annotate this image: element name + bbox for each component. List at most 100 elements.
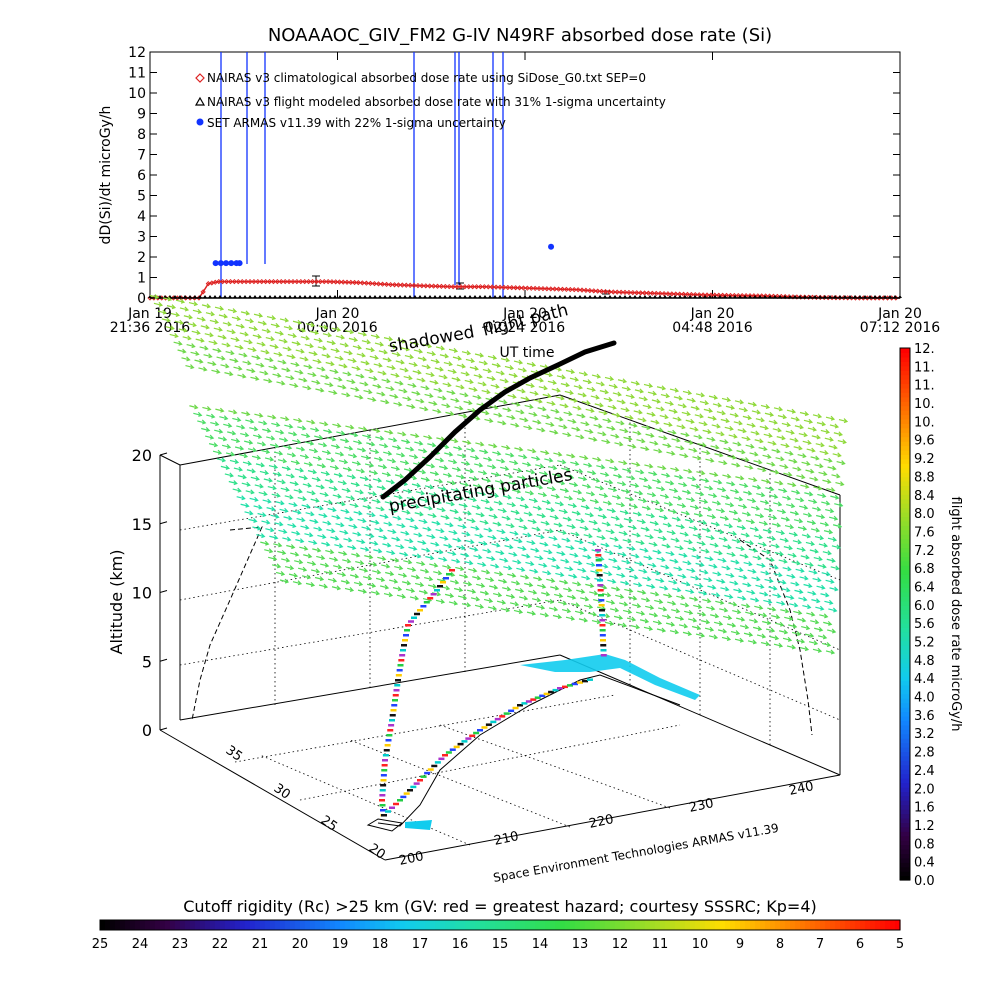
particle-arrow — [652, 620, 663, 626]
particle-arrow — [640, 526, 650, 532]
particle-arrow — [755, 417, 765, 423]
particle-arrow — [740, 532, 751, 538]
rigidity-band — [220, 920, 226, 930]
particle-arrow — [774, 551, 784, 557]
particle-arrow — [286, 544, 296, 550]
colorbar-band — [900, 512, 910, 518]
particle-arrow — [608, 383, 619, 389]
flight-path-segment — [599, 619, 606, 622]
particle-arrow — [805, 540, 816, 546]
nairas-flight-point — [513, 295, 517, 298]
particle-arrow — [508, 551, 518, 557]
particle-arrow — [405, 517, 415, 523]
particle-arrow — [759, 425, 769, 431]
particle-arrow — [252, 525, 262, 531]
particle-arrow — [268, 464, 279, 470]
particle-arrow — [683, 539, 693, 545]
particle-arrow — [635, 469, 645, 475]
nairas-flight-point — [518, 295, 522, 298]
particle-arrow — [453, 445, 463, 451]
particle-arrow — [435, 345, 446, 351]
particle-arrow — [215, 407, 225, 413]
flight-path-segment — [411, 616, 417, 619]
particle-arrow — [591, 373, 602, 379]
particle-arrow — [659, 585, 669, 591]
particle-arrow — [669, 387, 680, 393]
particle-arrow — [385, 571, 395, 577]
particle-arrow — [638, 396, 648, 402]
particle-arrow — [682, 489, 692, 495]
particle-arrow — [377, 370, 387, 376]
particle-arrow — [584, 428, 594, 434]
particle-arrow — [219, 415, 229, 421]
particle-arrow — [295, 538, 305, 544]
particle-arrow — [221, 443, 232, 449]
nairas-flight-point — [738, 295, 742, 298]
particle-arrow — [394, 565, 404, 571]
particle-arrow — [327, 507, 337, 513]
particle-arrow — [750, 597, 760, 603]
particle-arrow — [264, 548, 274, 554]
nairas-climatological-point — [595, 288, 601, 294]
particle-arrow — [647, 562, 657, 568]
particle-arrow — [228, 409, 238, 415]
particle-arrow — [422, 526, 432, 532]
particle-arrow — [456, 545, 466, 551]
particle-arrow — [548, 465, 558, 471]
altitude-projection — [191, 526, 263, 721]
nairas-climatological-point — [524, 285, 530, 291]
rigidity-band — [325, 920, 331, 930]
rigidity-band — [255, 920, 261, 930]
nairas-climatological-point — [571, 287, 577, 293]
particle-arrow — [593, 506, 604, 512]
particle-arrow — [698, 590, 708, 596]
y-tick-label: 9 — [137, 107, 146, 123]
particle-arrow — [325, 361, 335, 367]
y-axis-label: dD(Si)/dt microGy/h — [98, 106, 114, 245]
particle-arrow — [245, 489, 255, 495]
particle-arrow — [376, 485, 387, 491]
particle-arrow — [619, 601, 629, 607]
nairas-climatological-point — [351, 279, 358, 286]
particle-arrow — [516, 388, 526, 394]
colorbar-band — [900, 782, 910, 788]
particle-arrow — [605, 458, 615, 464]
rigidity-band — [420, 920, 426, 930]
particle-arrow — [807, 426, 817, 432]
particle-arrow — [639, 476, 649, 482]
nairas-flight-point — [258, 295, 262, 298]
colorbar-band — [900, 760, 910, 766]
particle-arrow — [782, 495, 792, 501]
nairas-flight-point — [698, 295, 702, 298]
particle-arrow — [632, 511, 643, 517]
particle-arrow — [288, 502, 298, 507]
colorbar-band — [900, 751, 910, 757]
particle-arrow — [832, 523, 843, 529]
particle-arrow — [322, 332, 333, 338]
flight-path-segment — [379, 804, 386, 807]
flight-path-shadow — [380, 340, 617, 500]
particle-arrow — [530, 547, 540, 553]
particle-arrow — [778, 487, 788, 493]
particle-arrow — [586, 386, 596, 392]
nairas-flight-point — [483, 295, 487, 298]
particle-arrow — [498, 399, 508, 405]
particle-arrow — [549, 514, 559, 520]
nairas-climatological-point — [684, 291, 691, 298]
colorbar-band — [900, 582, 910, 588]
particle-arrow — [501, 515, 511, 521]
particle-arrow — [208, 442, 219, 448]
particle-arrow — [723, 614, 733, 620]
particle-arrow — [679, 531, 689, 537]
particle-arrow — [541, 591, 551, 597]
particle-arrow — [521, 553, 531, 559]
particle-arrow — [659, 414, 669, 420]
particle-arrow — [813, 485, 823, 491]
rigidity-band — [415, 920, 421, 930]
nairas-flight-point — [813, 295, 817, 298]
particle-arrow — [805, 468, 815, 474]
particle-arrow — [581, 400, 591, 406]
nairas-flight-point — [623, 295, 627, 298]
particle-arrow — [466, 518, 476, 524]
